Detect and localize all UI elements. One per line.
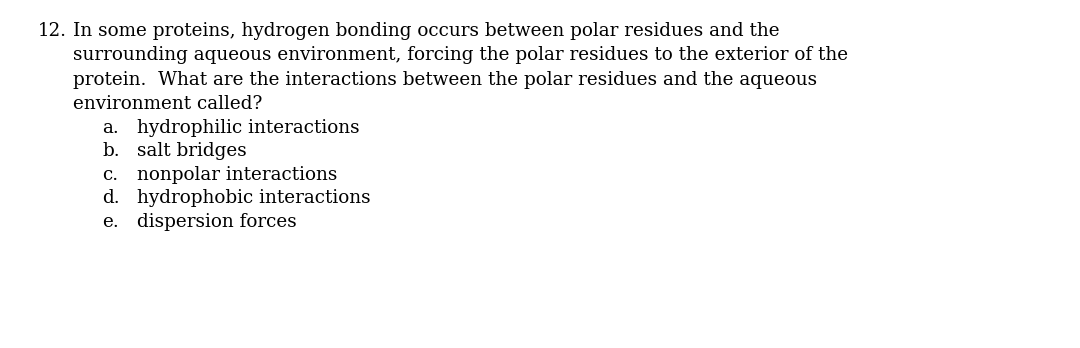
Text: b.: b.: [102, 142, 120, 160]
Text: protein.  What are the interactions between the polar residues and the aqueous: protein. What are the interactions betwe…: [73, 71, 818, 89]
Text: environment called?: environment called?: [73, 95, 262, 113]
Text: c.: c.: [102, 166, 118, 184]
Text: hydrophobic interactions: hydrophobic interactions: [137, 189, 370, 207]
Text: e.: e.: [102, 213, 119, 231]
Text: d.: d.: [102, 189, 120, 207]
Text: nonpolar interactions: nonpolar interactions: [137, 166, 337, 184]
Text: surrounding aqueous environment, forcing the polar residues to the exterior of t: surrounding aqueous environment, forcing…: [73, 47, 848, 64]
Text: hydrophilic interactions: hydrophilic interactions: [137, 119, 360, 137]
Text: dispersion forces: dispersion forces: [137, 213, 297, 231]
Text: a.: a.: [102, 119, 119, 137]
Text: In some proteins, hydrogen bonding occurs between polar residues and the: In some proteins, hydrogen bonding occur…: [73, 22, 780, 40]
Text: 12.: 12.: [38, 22, 67, 40]
Text: salt bridges: salt bridges: [137, 142, 246, 160]
